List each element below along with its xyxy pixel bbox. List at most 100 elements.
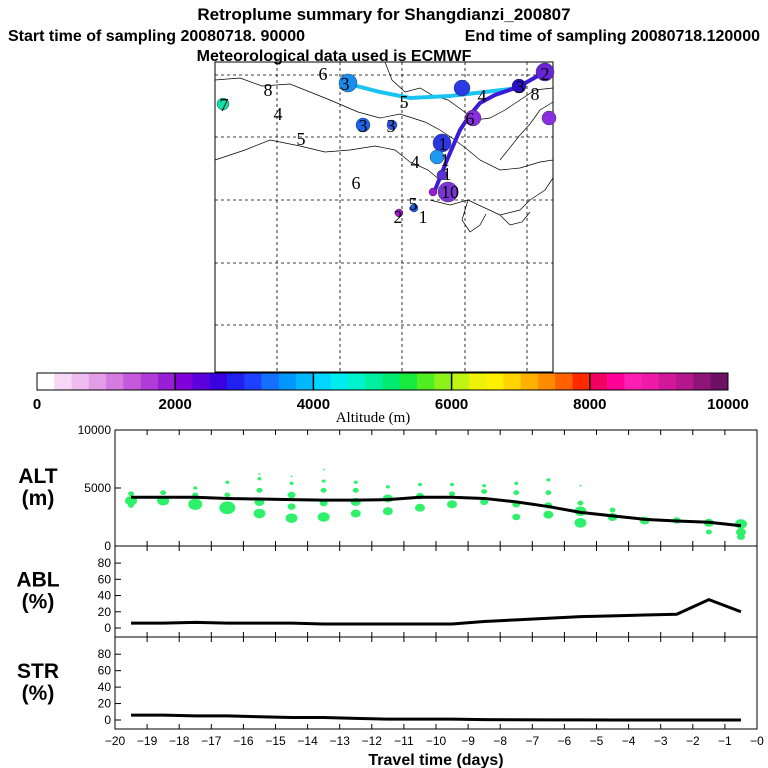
alt-point-29 xyxy=(353,480,358,484)
alt-point-42 xyxy=(512,513,521,521)
ytick-label-abl-2: 40 xyxy=(98,589,112,603)
colorbar-cell-17 xyxy=(330,373,349,390)
alt-point-7 xyxy=(193,486,198,490)
met-data-label: Meteorological data used is ECMWF xyxy=(197,48,472,65)
colorbar-cell-22 xyxy=(417,373,435,390)
alt-point-32 xyxy=(385,485,390,489)
map-label-0: 6 xyxy=(319,64,328,84)
colorbar-cell-20 xyxy=(382,373,401,390)
xtick-label-10: −10 xyxy=(426,734,447,748)
xtick-label-15: −5 xyxy=(590,734,604,748)
colorbar-cell-14 xyxy=(278,373,297,390)
alt-point-17 xyxy=(287,503,296,510)
colorbar-cell-13 xyxy=(261,373,280,390)
ytick-label-alt-2: 0 xyxy=(104,539,111,553)
xtick-label-7: −13 xyxy=(330,734,351,748)
map-marker-5 xyxy=(541,110,557,126)
alt-point-62 xyxy=(736,533,745,540)
colorbar-cell-9 xyxy=(192,373,211,390)
colorbar-tick-4: 8000 xyxy=(573,396,606,413)
ytick-label-str-0: 80 xyxy=(98,647,112,661)
map-label-6: 2 xyxy=(541,64,550,84)
colorbar-label: Altitude (m) xyxy=(336,410,411,426)
alt-point-25 xyxy=(322,468,325,471)
xtick-label-13: −7 xyxy=(525,734,539,748)
alt-point-8 xyxy=(219,501,236,515)
map-label-17: 1 xyxy=(443,164,452,184)
ytick-label-str-2: 40 xyxy=(98,680,112,694)
alt-point-24 xyxy=(321,479,326,483)
alt-point-44 xyxy=(513,490,520,496)
alt-point-14 xyxy=(257,477,262,481)
map-marker-6 xyxy=(216,97,230,111)
alt-point-13 xyxy=(256,487,263,493)
xtick-label-12: −8 xyxy=(493,734,507,748)
map-label-5: 8 xyxy=(531,84,540,104)
alt-point-11 xyxy=(253,508,266,519)
map-marker-12 xyxy=(437,181,459,203)
colorbar-cell-7 xyxy=(157,373,176,390)
panel-frame-str xyxy=(114,636,758,730)
colorbar-tick-3: 6000 xyxy=(435,396,468,413)
colorbar-cell-32 xyxy=(589,373,608,390)
colorbar-cell-28 xyxy=(520,373,539,390)
alt-point-48 xyxy=(545,490,552,496)
map-label-4: 3 xyxy=(516,77,525,97)
colorbar-cell-25 xyxy=(468,373,487,390)
map-label-3: 4 xyxy=(478,86,487,106)
map-label-10: 5 xyxy=(297,129,306,149)
ylabel-unit-str: (%) xyxy=(22,682,55,705)
map-label-9: 4 xyxy=(274,104,283,124)
colorbar-cell-6 xyxy=(140,373,159,390)
colorbar-cell-26 xyxy=(486,373,504,390)
ytick-label-abl-3: 20 xyxy=(98,605,112,619)
colorbar: 0 2000 4000 6000 8000 10000 Altitude (m) xyxy=(33,372,749,426)
map-marker-8 xyxy=(386,119,398,131)
xtick-label-8: −12 xyxy=(362,734,383,748)
alt-point-26 xyxy=(350,509,361,518)
map-marker-7 xyxy=(355,117,371,133)
alt-point-53 xyxy=(579,484,582,487)
colorbar-cell-33 xyxy=(607,373,625,390)
alt-point-16 xyxy=(285,513,298,523)
map-marker-15 xyxy=(409,203,419,213)
xtick-label-11: −9 xyxy=(461,734,475,748)
map-label-20: 2 xyxy=(394,207,403,227)
ytick-label-abl-1: 60 xyxy=(98,572,112,586)
map-label-13: 6 xyxy=(466,109,475,129)
alt-point-30 xyxy=(382,507,393,516)
xtick-label-2: −18 xyxy=(169,734,190,748)
alt-point-9 xyxy=(224,492,231,498)
colorbar-cell-10 xyxy=(209,373,228,390)
map-marker-4 xyxy=(464,109,482,127)
alt-point-2 xyxy=(128,503,135,508)
alt-point-35 xyxy=(417,482,422,487)
colorbar-cell-3 xyxy=(88,373,107,390)
colorbar-cell-36 xyxy=(658,373,677,390)
alt-point-10 xyxy=(225,480,230,484)
alt-point-20 xyxy=(290,475,293,478)
alt-point-15 xyxy=(258,473,261,475)
trajectory-path-light xyxy=(344,81,519,101)
map-marker-3 xyxy=(511,78,527,94)
map-grid xyxy=(215,62,553,372)
xtick-label-0: −20 xyxy=(105,734,126,748)
xtick-label-20: −0 xyxy=(750,734,764,748)
map-borders xyxy=(214,61,554,233)
colorbar-cell-34 xyxy=(624,373,642,390)
alt-point-23 xyxy=(320,487,327,493)
map-label-22: 1 xyxy=(419,207,428,227)
panel-abl: 80 60 40 20 0 ABL(%) xyxy=(16,545,758,638)
map-markers xyxy=(216,62,557,218)
alt-point-49 xyxy=(546,478,551,482)
ytick-label-abl-4: 0 xyxy=(104,621,111,635)
colorbar-cell-29 xyxy=(537,373,556,390)
xtick-label-18: −2 xyxy=(686,734,700,748)
colorbar-cell-31 xyxy=(572,373,591,390)
map-label-1: 3 xyxy=(341,74,350,94)
map-frame xyxy=(214,61,554,373)
map-marker-11 xyxy=(436,169,448,181)
map-label-7: 8 xyxy=(264,80,273,100)
